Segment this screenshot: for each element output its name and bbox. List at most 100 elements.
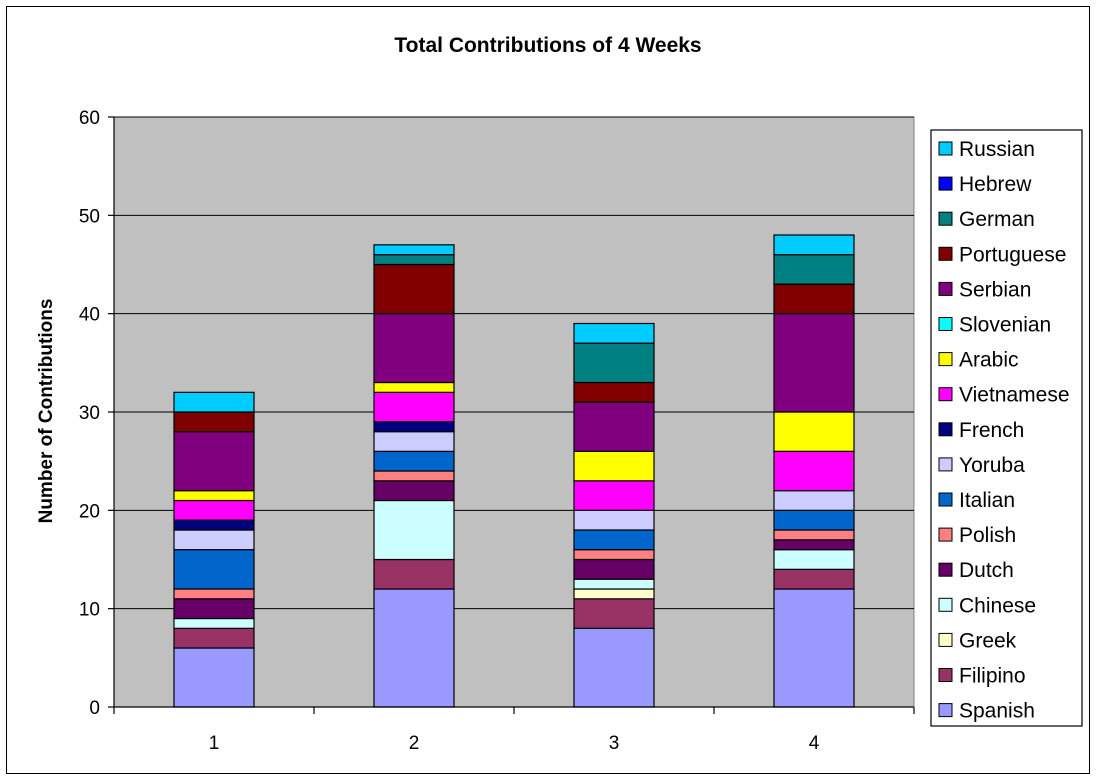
- bar-segment-filipino: [573, 598, 655, 629]
- legend-label-chinese: Chinese: [959, 594, 1036, 617]
- legend-swatch-greek: [938, 632, 953, 647]
- bar-segment-german: [373, 254, 455, 266]
- bar-segment-spanish: [373, 588, 455, 708]
- legend-label-russian: Russian: [959, 138, 1035, 161]
- axes: 0 10 20 30 40 50 60 1 2 3 4: [79, 108, 915, 754]
- legend-swatch-french: [938, 422, 953, 437]
- legend-label-german: German: [959, 208, 1035, 231]
- bar-segment-arabic: [573, 450, 655, 482]
- legend-swatch-italian: [938, 492, 953, 507]
- legend-swatch-hebrew: [938, 176, 953, 191]
- bar-segment-dutch: [373, 480, 455, 502]
- bar-segment-yoruba: [373, 431, 455, 452]
- bar-segment-italian: [573, 529, 655, 551]
- legend-label-portuguese: Portuguese: [959, 243, 1066, 266]
- y-tick-label: 30: [79, 403, 100, 424]
- legend-swatch-german: [938, 211, 953, 226]
- legend-swatch-dutch: [938, 562, 953, 577]
- bar-segment-russian: [573, 322, 655, 344]
- y-tick-label: 50: [79, 206, 100, 227]
- legend-label-polish: Polish: [959, 524, 1016, 547]
- bar-segment-dutch: [173, 598, 255, 620]
- x-tick-label: 1: [209, 733, 220, 754]
- y-tick-label: 10: [79, 600, 100, 621]
- bar-segment-greek: [573, 588, 655, 600]
- y-tick-label: 20: [79, 501, 100, 522]
- bar-segment-italian: [173, 549, 255, 590]
- bar-segment-filipino: [773, 568, 855, 590]
- chart-title: Total Contributions of 4 Weeks: [394, 34, 701, 57]
- y-tick-label: 60: [79, 108, 100, 129]
- bar-segment-dutch: [773, 539, 855, 551]
- legend-label-hebrew: Hebrew: [959, 173, 1032, 196]
- bar-segment-vietnamese: [373, 391, 455, 423]
- bar-segment-polish: [773, 529, 855, 541]
- legend-label-french: French: [959, 419, 1024, 442]
- y-axis-label: Number of Contributions: [36, 299, 57, 524]
- legend-swatch-arabic: [938, 352, 953, 367]
- legend-swatch-spanish: [938, 703, 953, 718]
- bar-segment-russian: [373, 244, 455, 256]
- bar-segment-serbian: [373, 313, 455, 384]
- legend-label-filipino: Filipino: [959, 665, 1026, 688]
- bar-segment-polish: [373, 470, 455, 482]
- bar-segment-german: [773, 254, 855, 285]
- bar-segment-italian: [773, 509, 855, 531]
- bar-segment-serbian: [573, 401, 655, 452]
- legend-label-italian: Italian: [959, 489, 1015, 512]
- legend-label-dutch: Dutch: [959, 559, 1014, 582]
- bar-segment-portuguese: [373, 263, 455, 315]
- legend-swatch-russian: [938, 141, 953, 156]
- legend-swatch-slovenian: [938, 317, 953, 331]
- legend-label-serbian: Serbian: [959, 278, 1031, 301]
- legend-swatch-vietnamese: [938, 387, 953, 402]
- bar-segment-vietnamese: [573, 480, 655, 511]
- bar-segment-portuguese: [773, 283, 855, 315]
- bar-segment-spanish: [173, 647, 255, 708]
- legend-label-spanish: Spanish: [959, 700, 1035, 723]
- bar-segment-dutch: [573, 558, 655, 580]
- bar-segment-spanish: [773, 588, 855, 708]
- bar-segment-polish: [573, 549, 655, 561]
- legend-label-yoruba: Yoruba: [959, 454, 1025, 477]
- bar-segment-filipino: [373, 558, 455, 590]
- bar-segment-french: [373, 421, 455, 433]
- bar-segment-italian: [373, 450, 455, 472]
- legend-swatch-portuguese: [938, 246, 953, 261]
- bar-segment-arabic: [373, 381, 455, 393]
- legend: Russian Hebrew German Portuguese Serbian Slov…: [930, 129, 1083, 727]
- legend-label-arabic: Arabic: [959, 349, 1019, 372]
- bar-segment-yoruba: [773, 490, 855, 511]
- bar-segment-spanish: [573, 627, 655, 708]
- y-tick-label: 0: [89, 698, 100, 719]
- bar-segment-polish: [173, 588, 255, 600]
- x-tick-label: 2: [409, 733, 420, 754]
- bar-segment-vietnamese: [173, 499, 255, 521]
- bar-segment-chinese: [373, 499, 455, 561]
- bar-segment-chinese: [573, 578, 655, 590]
- legend-label-slovenian: Slovenian: [959, 314, 1051, 337]
- bar-segment-arabic: [773, 411, 855, 452]
- bar-segment-yoruba: [573, 509, 655, 531]
- legend-label-greek: Greek: [959, 629, 1017, 652]
- bar-segment-portuguese: [173, 411, 255, 433]
- legend-swatch-polish: [938, 527, 953, 542]
- legend-box: [930, 129, 1083, 727]
- bar-segment-russian: [173, 391, 255, 413]
- bar-segment-arabic: [173, 490, 255, 502]
- bar-segment-filipino: [173, 627, 255, 649]
- bars: [173, 234, 855, 708]
- x-tick-label: 3: [609, 733, 620, 754]
- legend-swatch-yoruba: [938, 457, 953, 472]
- legend-swatch-filipino: [938, 668, 953, 682]
- bar-segment-chinese: [173, 617, 255, 629]
- bar-segment-yoruba: [173, 529, 255, 551]
- bar-segment-french: [173, 519, 255, 531]
- bar-segment-german: [573, 342, 655, 384]
- legend-label-vietnamese: Vietnamese: [959, 384, 1070, 407]
- bar-segment-russian: [773, 234, 855, 256]
- legend-swatch-serbian: [938, 281, 953, 296]
- bar-segment-chinese: [773, 549, 855, 570]
- legend-swatch-chinese: [938, 597, 953, 612]
